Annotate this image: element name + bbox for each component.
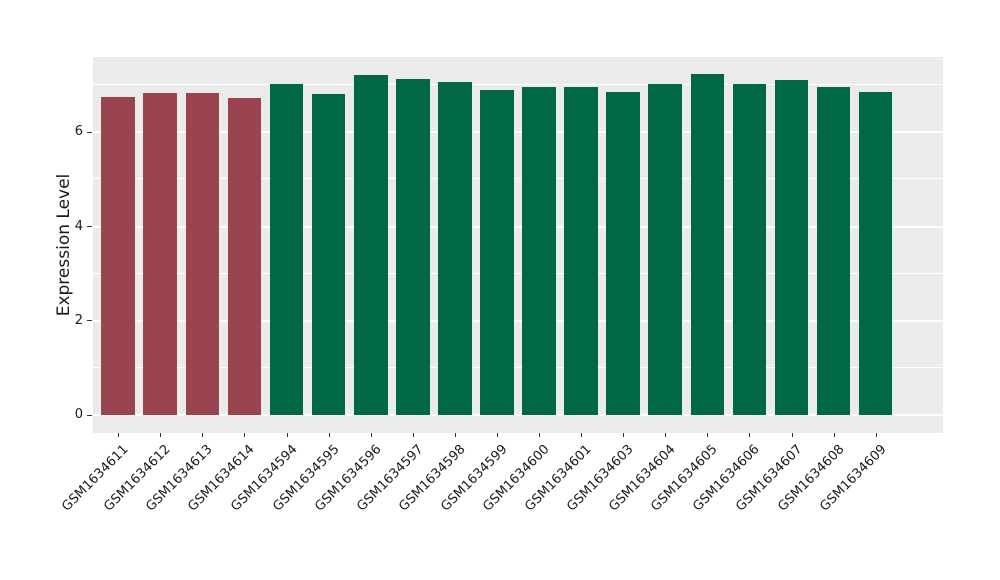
bar-GSM1634612 bbox=[143, 93, 178, 415]
x-tick-mark bbox=[833, 433, 835, 437]
gridline-major bbox=[93, 414, 943, 416]
y-tick-mark bbox=[87, 414, 92, 416]
bar-GSM1634597 bbox=[395, 79, 430, 415]
gridline-minor bbox=[93, 178, 943, 180]
bar-GSM1634598 bbox=[438, 82, 472, 415]
y-tick-mark bbox=[87, 320, 92, 322]
gridline-minor bbox=[93, 272, 943, 274]
y-axis-title: Expression Level bbox=[54, 173, 74, 317]
x-tick-mark bbox=[202, 433, 204, 437]
x-tick-mark bbox=[665, 433, 667, 437]
gridline-major bbox=[93, 131, 943, 134]
bar-GSM1634599 bbox=[480, 89, 514, 415]
x-tick-mark bbox=[244, 433, 246, 437]
x-tick-mark bbox=[496, 433, 498, 437]
bar-GSM1634614 bbox=[227, 97, 262, 415]
x-tick-mark bbox=[581, 433, 583, 437]
x-tick-mark bbox=[286, 433, 288, 437]
x-tick-mark bbox=[875, 433, 877, 437]
bar-GSM1634600 bbox=[522, 86, 556, 415]
bar-GSM1634609 bbox=[858, 91, 893, 415]
x-tick-mark bbox=[749, 433, 751, 437]
plot-panel bbox=[93, 57, 943, 433]
bar-GSM1634604 bbox=[648, 84, 683, 415]
bar-GSM1634611 bbox=[101, 96, 136, 415]
x-tick-mark bbox=[454, 433, 456, 437]
bar-GSM1634594 bbox=[269, 84, 304, 415]
bar-GSM1634613 bbox=[185, 93, 220, 415]
bar-GSM1634601 bbox=[564, 87, 598, 415]
x-tick-mark bbox=[412, 433, 414, 437]
bar-GSM1634607 bbox=[774, 79, 809, 415]
gridline-minor bbox=[93, 366, 943, 368]
bar-GSM1634603 bbox=[606, 91, 641, 415]
gridline-minor bbox=[93, 84, 943, 86]
y-tick-label: 6 bbox=[74, 124, 83, 140]
y-tick-label: 2 bbox=[74, 312, 83, 328]
bar-GSM1634608 bbox=[816, 86, 851, 415]
x-tick-mark bbox=[370, 433, 372, 437]
x-tick-mark bbox=[118, 433, 120, 437]
gridline-major bbox=[93, 319, 943, 322]
x-tick-mark bbox=[328, 433, 330, 437]
x-tick-label: GSM1634609 bbox=[816, 442, 890, 515]
bar-GSM1634606 bbox=[732, 84, 767, 415]
bar-GSM1634596 bbox=[353, 74, 388, 415]
y-tick-mark bbox=[87, 226, 92, 228]
x-tick-mark bbox=[160, 433, 162, 437]
y-tick-mark bbox=[87, 131, 92, 133]
x-tick-mark bbox=[539, 433, 541, 437]
bar-GSM1634605 bbox=[690, 74, 725, 415]
bar-GSM1634595 bbox=[311, 93, 346, 415]
y-tick-label: 4 bbox=[74, 218, 83, 234]
x-tick-mark bbox=[791, 433, 793, 437]
gridline-major bbox=[93, 225, 943, 228]
x-tick-mark bbox=[707, 433, 709, 437]
y-tick-label: 0 bbox=[74, 407, 83, 422]
x-tick-mark bbox=[623, 433, 625, 437]
